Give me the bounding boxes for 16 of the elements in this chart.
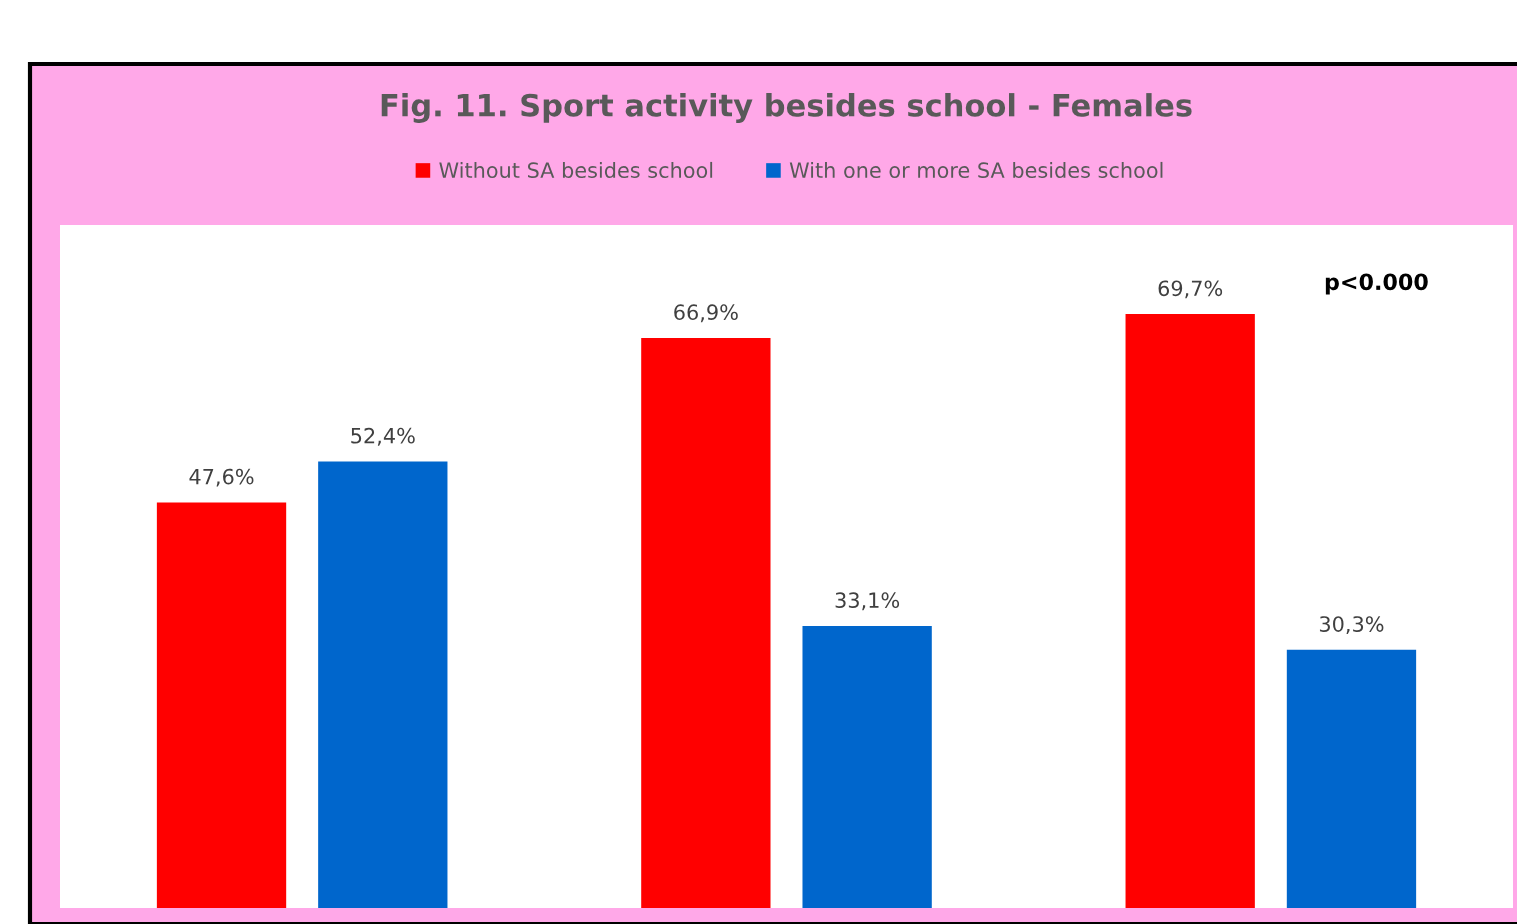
bar (1125, 314, 1255, 908)
data-label: 66,9% (674, 304, 738, 323)
legend-label: With one or more SA besides school (789, 161, 1163, 179)
bar (641, 337, 771, 908)
data-label: 52,4% (351, 427, 415, 446)
text: p<0.000 (1325, 273, 1428, 295)
bar (1286, 649, 1417, 908)
data-label: 30,3% (1319, 616, 1384, 635)
data-label: 33,1% (835, 592, 900, 611)
bar (802, 625, 932, 908)
data-label: 47,6% (189, 468, 254, 487)
legend-label: Without SA besides school (439, 161, 713, 179)
bar (156, 502, 287, 908)
data-label: 69,7% (1158, 280, 1223, 299)
chart-title: Fig. 11. Sport activity besides school - Females (381, 93, 1192, 123)
bar (318, 461, 448, 908)
